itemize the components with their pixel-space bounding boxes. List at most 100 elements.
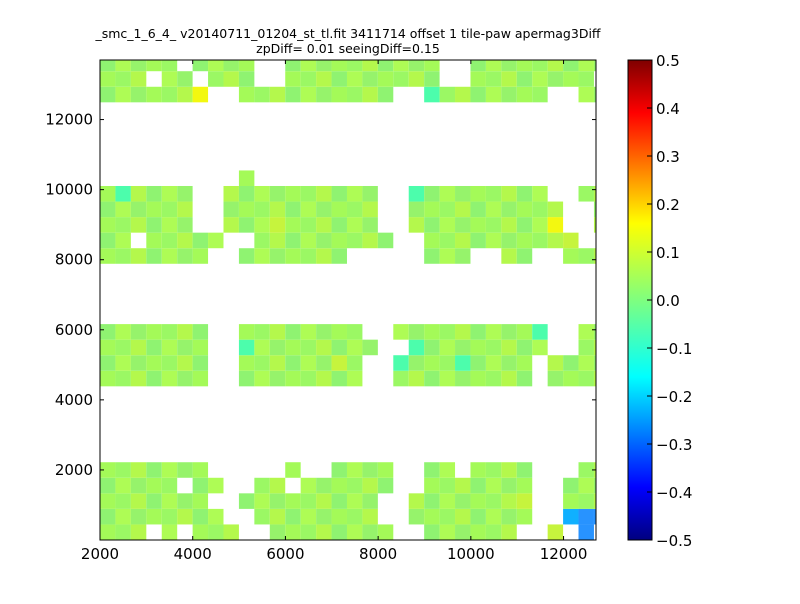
heatmap-cell xyxy=(439,86,456,103)
heatmap-cell xyxy=(331,462,347,478)
heatmap-cell xyxy=(455,248,471,264)
heatmap-cell xyxy=(146,370,162,387)
heatmap-cell xyxy=(455,324,471,340)
heatmap-cell xyxy=(516,324,533,340)
plot-frame xyxy=(99,59,597,541)
heatmap-cell xyxy=(362,462,378,478)
heatmap-cell xyxy=(192,462,209,478)
heatmap-cell xyxy=(578,477,594,494)
heatmap-cell xyxy=(223,71,239,87)
heatmap-cell xyxy=(115,462,131,478)
heatmap-cell xyxy=(285,248,301,264)
heatmap-cell xyxy=(485,477,502,494)
heatmap-cell xyxy=(393,355,409,371)
heatmap-cell xyxy=(316,185,332,202)
heatmap-cell xyxy=(269,232,286,249)
heatmap-cell xyxy=(593,477,596,494)
heatmap-cell xyxy=(346,86,363,103)
heatmap-cell xyxy=(578,185,594,202)
heatmap-cell xyxy=(100,477,116,494)
heatmap-cell xyxy=(408,71,425,87)
heatmap-cell xyxy=(470,477,486,494)
heatmap-cell xyxy=(532,217,548,233)
heatmap-cell xyxy=(516,201,533,218)
heatmap-cell xyxy=(331,60,347,72)
heatmap-cell xyxy=(177,185,193,202)
heatmap-cell xyxy=(100,370,116,387)
heatmap-cell xyxy=(238,60,255,72)
heatmap-cell xyxy=(563,71,579,87)
heatmap-cell xyxy=(300,524,317,540)
heatmap-cell xyxy=(424,60,440,72)
heatmap-cell xyxy=(578,339,594,356)
heatmap-cell xyxy=(563,493,579,509)
heatmap-cell xyxy=(254,477,270,494)
heatmap-cell xyxy=(362,339,378,356)
heatmap-cell xyxy=(470,86,486,103)
heatmap-cell xyxy=(146,60,162,72)
heatmap-cell xyxy=(408,185,425,202)
y-tick-label: 12000 xyxy=(45,111,93,129)
heatmap-cell xyxy=(300,60,317,72)
heatmap-cell xyxy=(177,248,193,264)
heatmap-cell xyxy=(146,217,162,233)
heatmap-cell xyxy=(455,508,471,525)
heatmap-cell xyxy=(285,524,301,540)
heatmap-cell xyxy=(177,370,193,387)
heatmap-cell xyxy=(115,232,131,249)
heatmap-cell xyxy=(516,508,533,525)
heatmap-cell xyxy=(439,370,456,387)
heatmap-cell xyxy=(146,232,162,249)
heatmap-cell xyxy=(177,232,193,249)
heatmap-cell xyxy=(192,493,209,509)
heatmap-cell xyxy=(208,71,224,87)
heatmap-cell xyxy=(331,493,347,509)
heatmap-cell xyxy=(177,462,193,478)
heatmap-cell xyxy=(424,493,440,509)
heatmap-cell xyxy=(115,477,131,494)
heatmap-cell xyxy=(439,324,456,340)
heatmap-cell xyxy=(501,60,517,72)
heatmap-cell xyxy=(331,248,347,264)
heatmap-cell xyxy=(161,370,178,387)
heatmap-cell xyxy=(331,185,347,202)
heatmap-cell xyxy=(578,355,594,371)
heatmap-cell xyxy=(485,524,502,540)
heatmap-cell xyxy=(424,524,440,540)
heatmap-cell xyxy=(516,339,533,356)
heatmap-cell xyxy=(470,370,486,387)
heatmap-cell xyxy=(192,355,209,371)
y-axis: 2000 4000 6000 8000 10000 12000 xyxy=(45,111,596,479)
heatmap-cell xyxy=(501,71,517,87)
colorbar-tick-label: −0.4 xyxy=(656,484,692,502)
heatmap-cell xyxy=(377,477,394,494)
heatmap-cell xyxy=(316,339,332,356)
heatmap-cell xyxy=(362,493,378,509)
heatmap-cell xyxy=(300,71,317,87)
heatmap-cell xyxy=(130,217,147,233)
heatmap-cell xyxy=(593,508,596,525)
heatmap-cell xyxy=(130,201,147,218)
heatmap-cell xyxy=(501,493,517,509)
heatmap-cell xyxy=(146,339,162,356)
heatmap-cell xyxy=(485,201,502,218)
heatmap-cell xyxy=(223,217,239,233)
heatmap-cell xyxy=(285,493,301,509)
heatmap-cell xyxy=(146,324,162,340)
heatmap-cell xyxy=(593,493,596,509)
heatmap-cell xyxy=(408,493,425,509)
heatmap-cell xyxy=(470,339,486,356)
heatmap-cell xyxy=(578,324,594,340)
heatmap-cell xyxy=(455,493,471,509)
heatmap-cell xyxy=(100,71,116,87)
heatmap-cell xyxy=(501,477,517,494)
heatmap-cell xyxy=(501,339,517,356)
heatmap-cell xyxy=(516,477,533,494)
heatmap-cell xyxy=(578,524,594,540)
heatmap-cell xyxy=(362,86,378,103)
heatmap-cell xyxy=(516,86,533,103)
heatmap-cell xyxy=(161,71,178,87)
heatmap-cell xyxy=(501,185,517,202)
heatmap-cell xyxy=(439,462,456,478)
colorbar-tick-label: −0.3 xyxy=(656,436,692,454)
